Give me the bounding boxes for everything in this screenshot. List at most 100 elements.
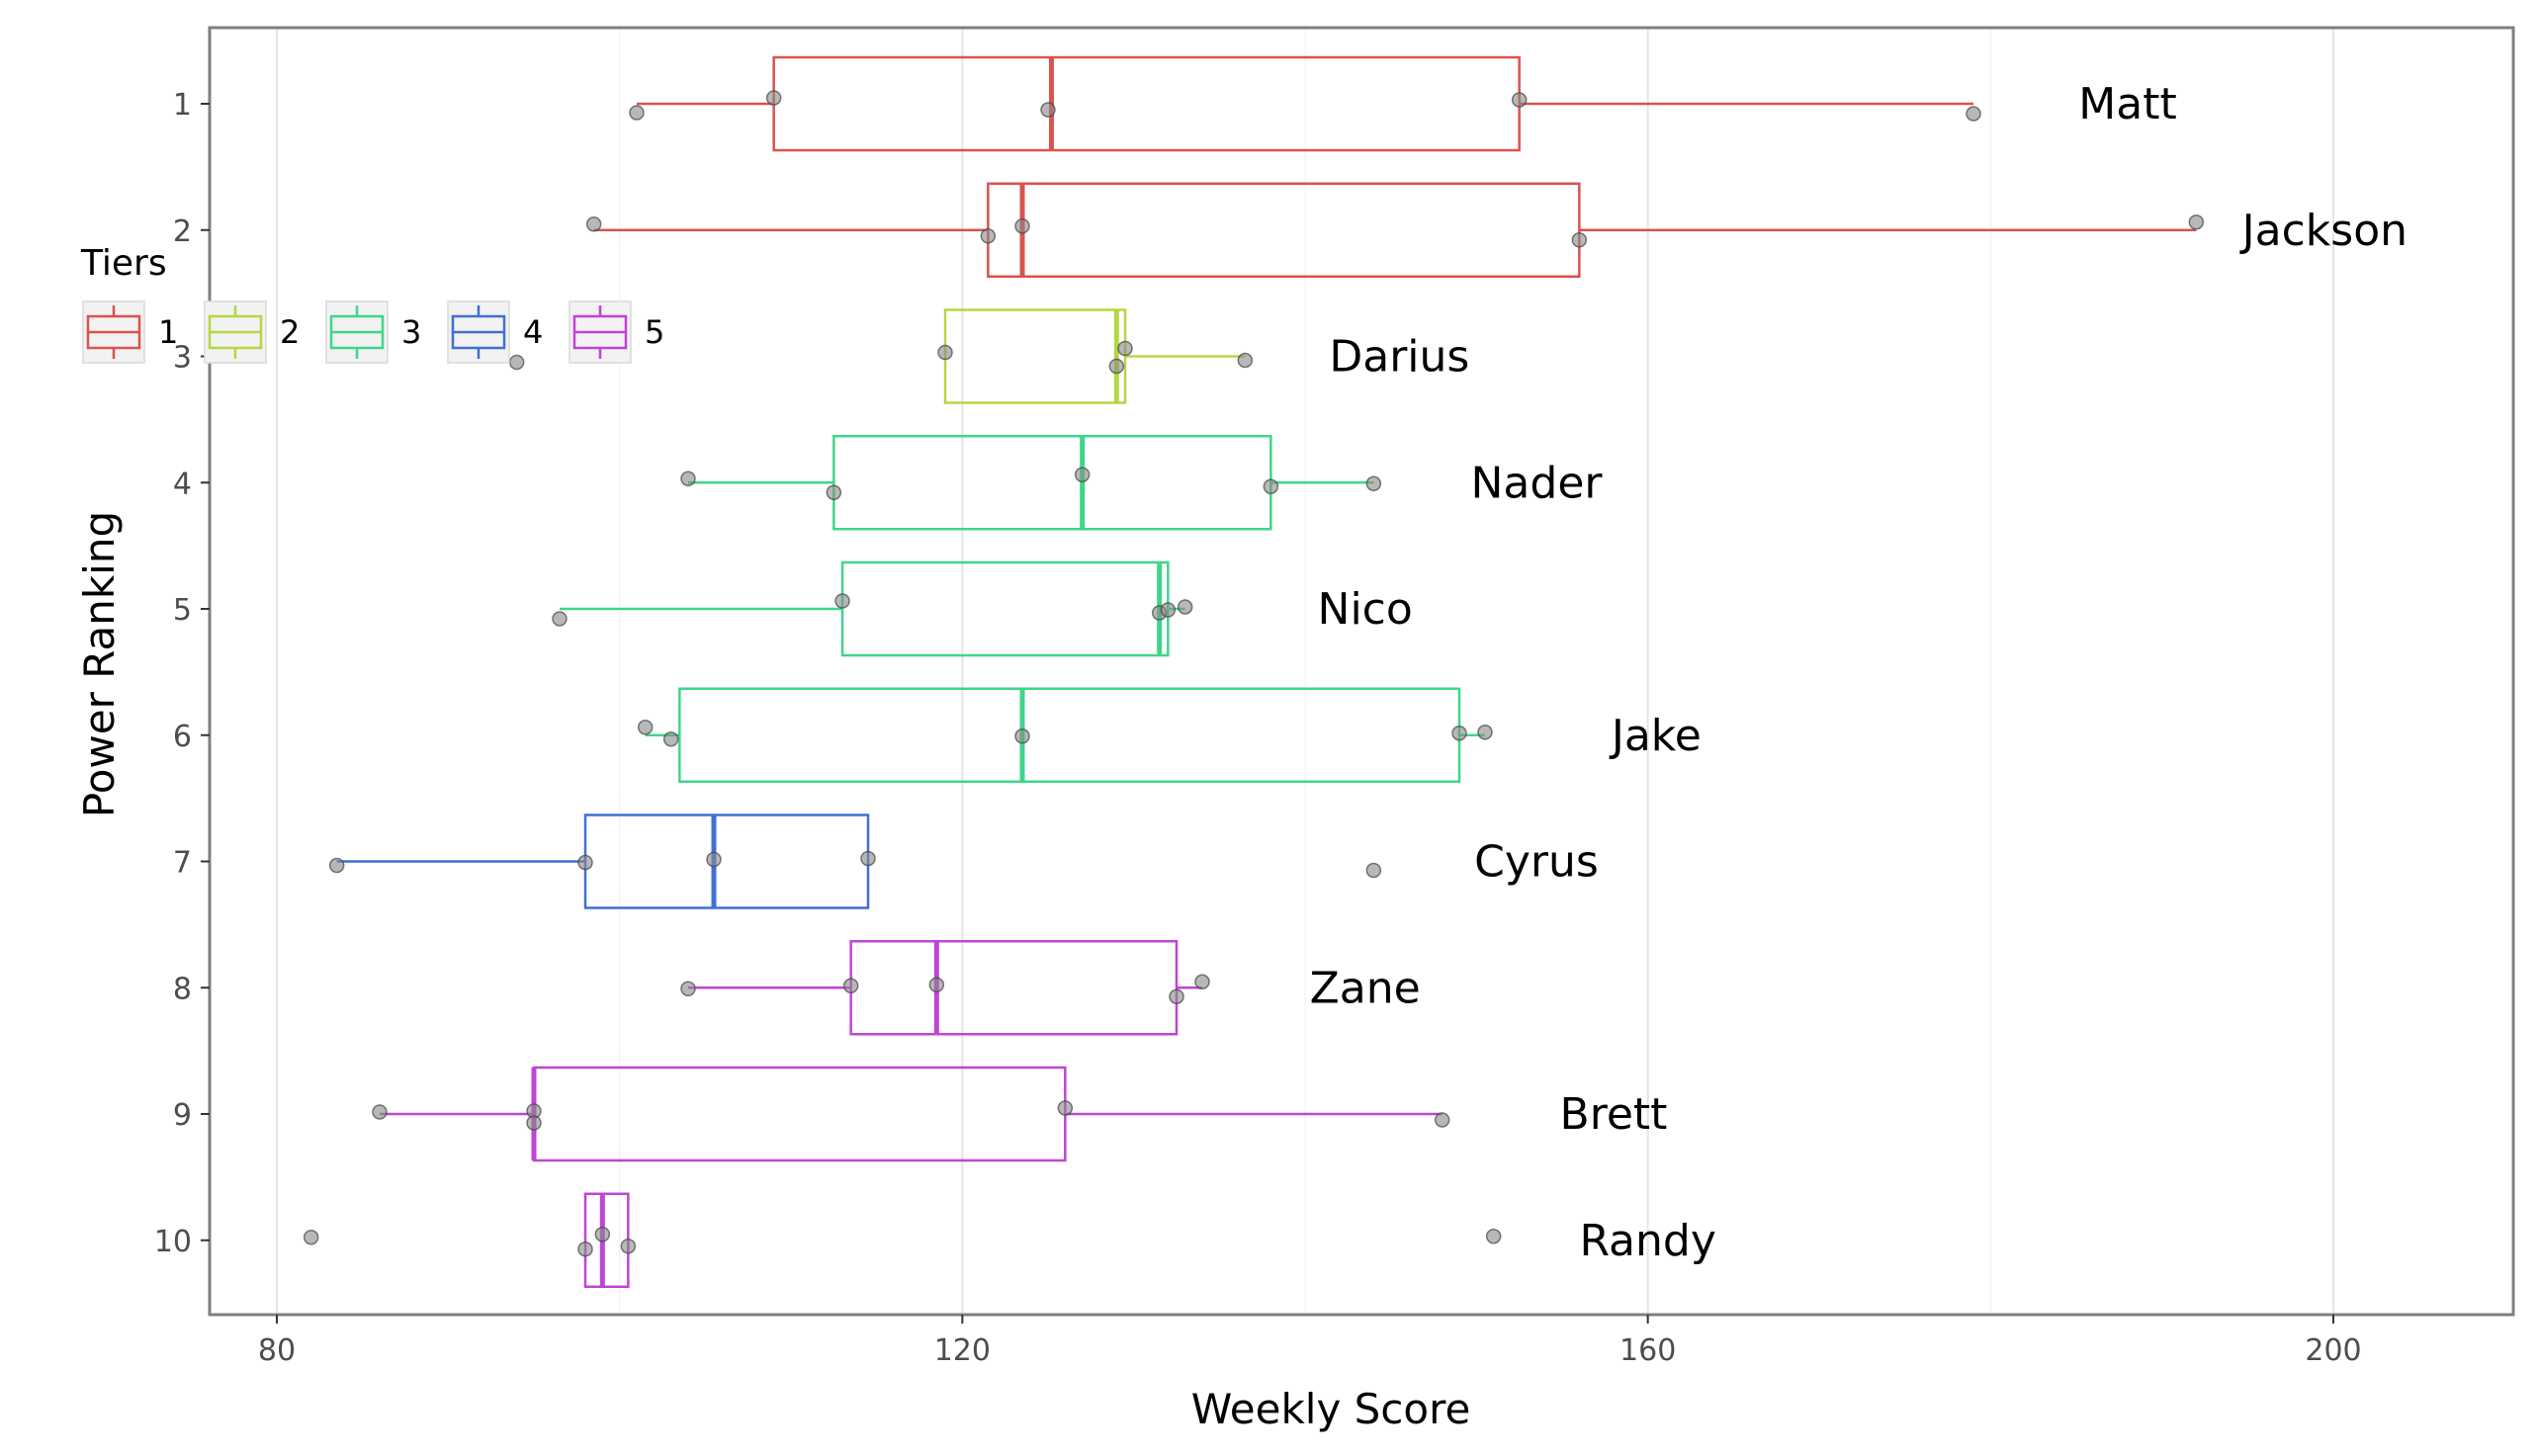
y-tick-label: 9 xyxy=(173,1098,192,1133)
data-point xyxy=(1109,360,1123,374)
data-point xyxy=(1015,729,1029,743)
legend-item-tier-4: 4 xyxy=(448,301,543,363)
x-tick-label: 160 xyxy=(1619,1333,1676,1368)
legend-item-tier-3: 3 xyxy=(326,301,421,363)
point-layer xyxy=(305,91,2204,1256)
player-label-nader: Nader xyxy=(1471,458,1604,508)
data-point xyxy=(1967,107,1980,121)
data-point xyxy=(1161,603,1175,617)
data-point xyxy=(1118,342,1132,356)
data-point xyxy=(861,852,875,866)
data-point xyxy=(1478,726,1492,739)
y-tick-label: 1 xyxy=(173,88,192,123)
data-point xyxy=(844,979,858,992)
player-label-cyrus: Cyrus xyxy=(1474,837,1599,888)
data-point xyxy=(630,106,644,120)
data-point xyxy=(587,217,601,231)
data-point xyxy=(1513,93,1527,107)
data-point xyxy=(1041,103,1055,117)
box-group-zane xyxy=(688,941,1202,1034)
data-point xyxy=(1015,219,1029,233)
data-point xyxy=(767,91,781,105)
data-point xyxy=(595,1228,609,1242)
x-tick-label: 200 xyxy=(2305,1333,2361,1368)
legend-label: 3 xyxy=(401,313,421,351)
data-point xyxy=(1238,354,1252,368)
data-point xyxy=(578,1242,592,1256)
data-point xyxy=(707,853,721,867)
legend: Tiers 1 2 3 4 5 xyxy=(80,243,664,363)
data-point xyxy=(305,1231,318,1244)
box-iqr xyxy=(842,562,1168,655)
legend-label: 1 xyxy=(158,313,178,351)
player-label-darius: Darius xyxy=(1329,332,1469,383)
box-group-jake xyxy=(646,689,1485,782)
data-point xyxy=(1572,233,1586,247)
x-tick-label: 80 xyxy=(258,1333,296,1368)
box-iqr xyxy=(585,815,868,908)
y-tick-label: 8 xyxy=(173,972,192,1006)
data-point xyxy=(827,485,840,499)
box-group-darius xyxy=(945,310,1245,403)
y-tick-label: 2 xyxy=(173,214,192,249)
box-iqr xyxy=(851,941,1177,1034)
data-point xyxy=(2189,215,2203,229)
player-label-zane: Zane xyxy=(1310,963,1421,1013)
player-label-matt: Matt xyxy=(2078,79,2176,129)
box-iqr xyxy=(534,1068,1065,1160)
data-point xyxy=(373,1105,387,1119)
y-axis-title: Power Ranking xyxy=(75,511,124,817)
box-layer xyxy=(337,57,2197,1287)
data-point xyxy=(639,721,653,734)
player-label-jackson: Jackson xyxy=(2239,206,2407,256)
data-point xyxy=(835,594,849,608)
box-iqr xyxy=(774,57,1520,150)
legend-label: 2 xyxy=(280,313,300,351)
player-label-brett: Brett xyxy=(1560,1089,1668,1140)
player-label-randy: Randy xyxy=(1579,1216,1715,1266)
data-point xyxy=(1452,727,1466,740)
player-label-nico: Nico xyxy=(1318,584,1413,635)
legend-item-tier-1: 1 xyxy=(83,301,178,363)
data-point xyxy=(527,1116,541,1130)
legend-item-tier-2: 2 xyxy=(205,301,300,363)
data-point xyxy=(1264,479,1277,493)
y-tick-label: 10 xyxy=(154,1225,192,1259)
x-axis: 80 120 160 200 xyxy=(258,1315,2362,1368)
data-point xyxy=(578,856,592,870)
data-point xyxy=(1366,864,1380,878)
data-point xyxy=(1366,476,1380,490)
data-point xyxy=(1436,1113,1449,1127)
box-iqr xyxy=(988,184,1579,277)
data-point xyxy=(929,978,943,991)
legend-label: 5 xyxy=(645,313,664,351)
data-point xyxy=(1195,975,1209,988)
player-label-jake: Jake xyxy=(1609,711,1702,761)
data-point xyxy=(1487,1230,1501,1243)
plot-panel-border xyxy=(210,28,2513,1315)
y-tick-label: 6 xyxy=(173,720,192,754)
box-iqr xyxy=(679,689,1459,782)
data-point xyxy=(681,471,695,485)
x-tick-label: 120 xyxy=(934,1333,991,1368)
data-point xyxy=(664,732,678,746)
name-label-layer: Matt Jackson Darius Nader Nico Jake Cyrus Zane B… xyxy=(1310,79,2407,1266)
data-point xyxy=(1170,989,1183,1003)
data-point xyxy=(981,229,995,243)
data-point xyxy=(510,356,524,370)
data-point xyxy=(330,859,344,873)
grid-lines xyxy=(277,28,2333,1315)
y-tick-label: 5 xyxy=(173,593,192,628)
data-point xyxy=(1179,600,1192,614)
data-point xyxy=(553,612,567,626)
box-group-nico xyxy=(560,562,1185,655)
data-point xyxy=(938,346,952,360)
x-axis-title: Weekly Score xyxy=(1191,1385,1471,1433)
box-group-cyrus xyxy=(337,815,868,908)
data-point xyxy=(681,982,695,995)
box-group-jackson xyxy=(594,184,2197,277)
legend-label: 4 xyxy=(523,313,543,351)
data-point xyxy=(1076,468,1090,481)
y-tick-label: 7 xyxy=(173,846,192,881)
